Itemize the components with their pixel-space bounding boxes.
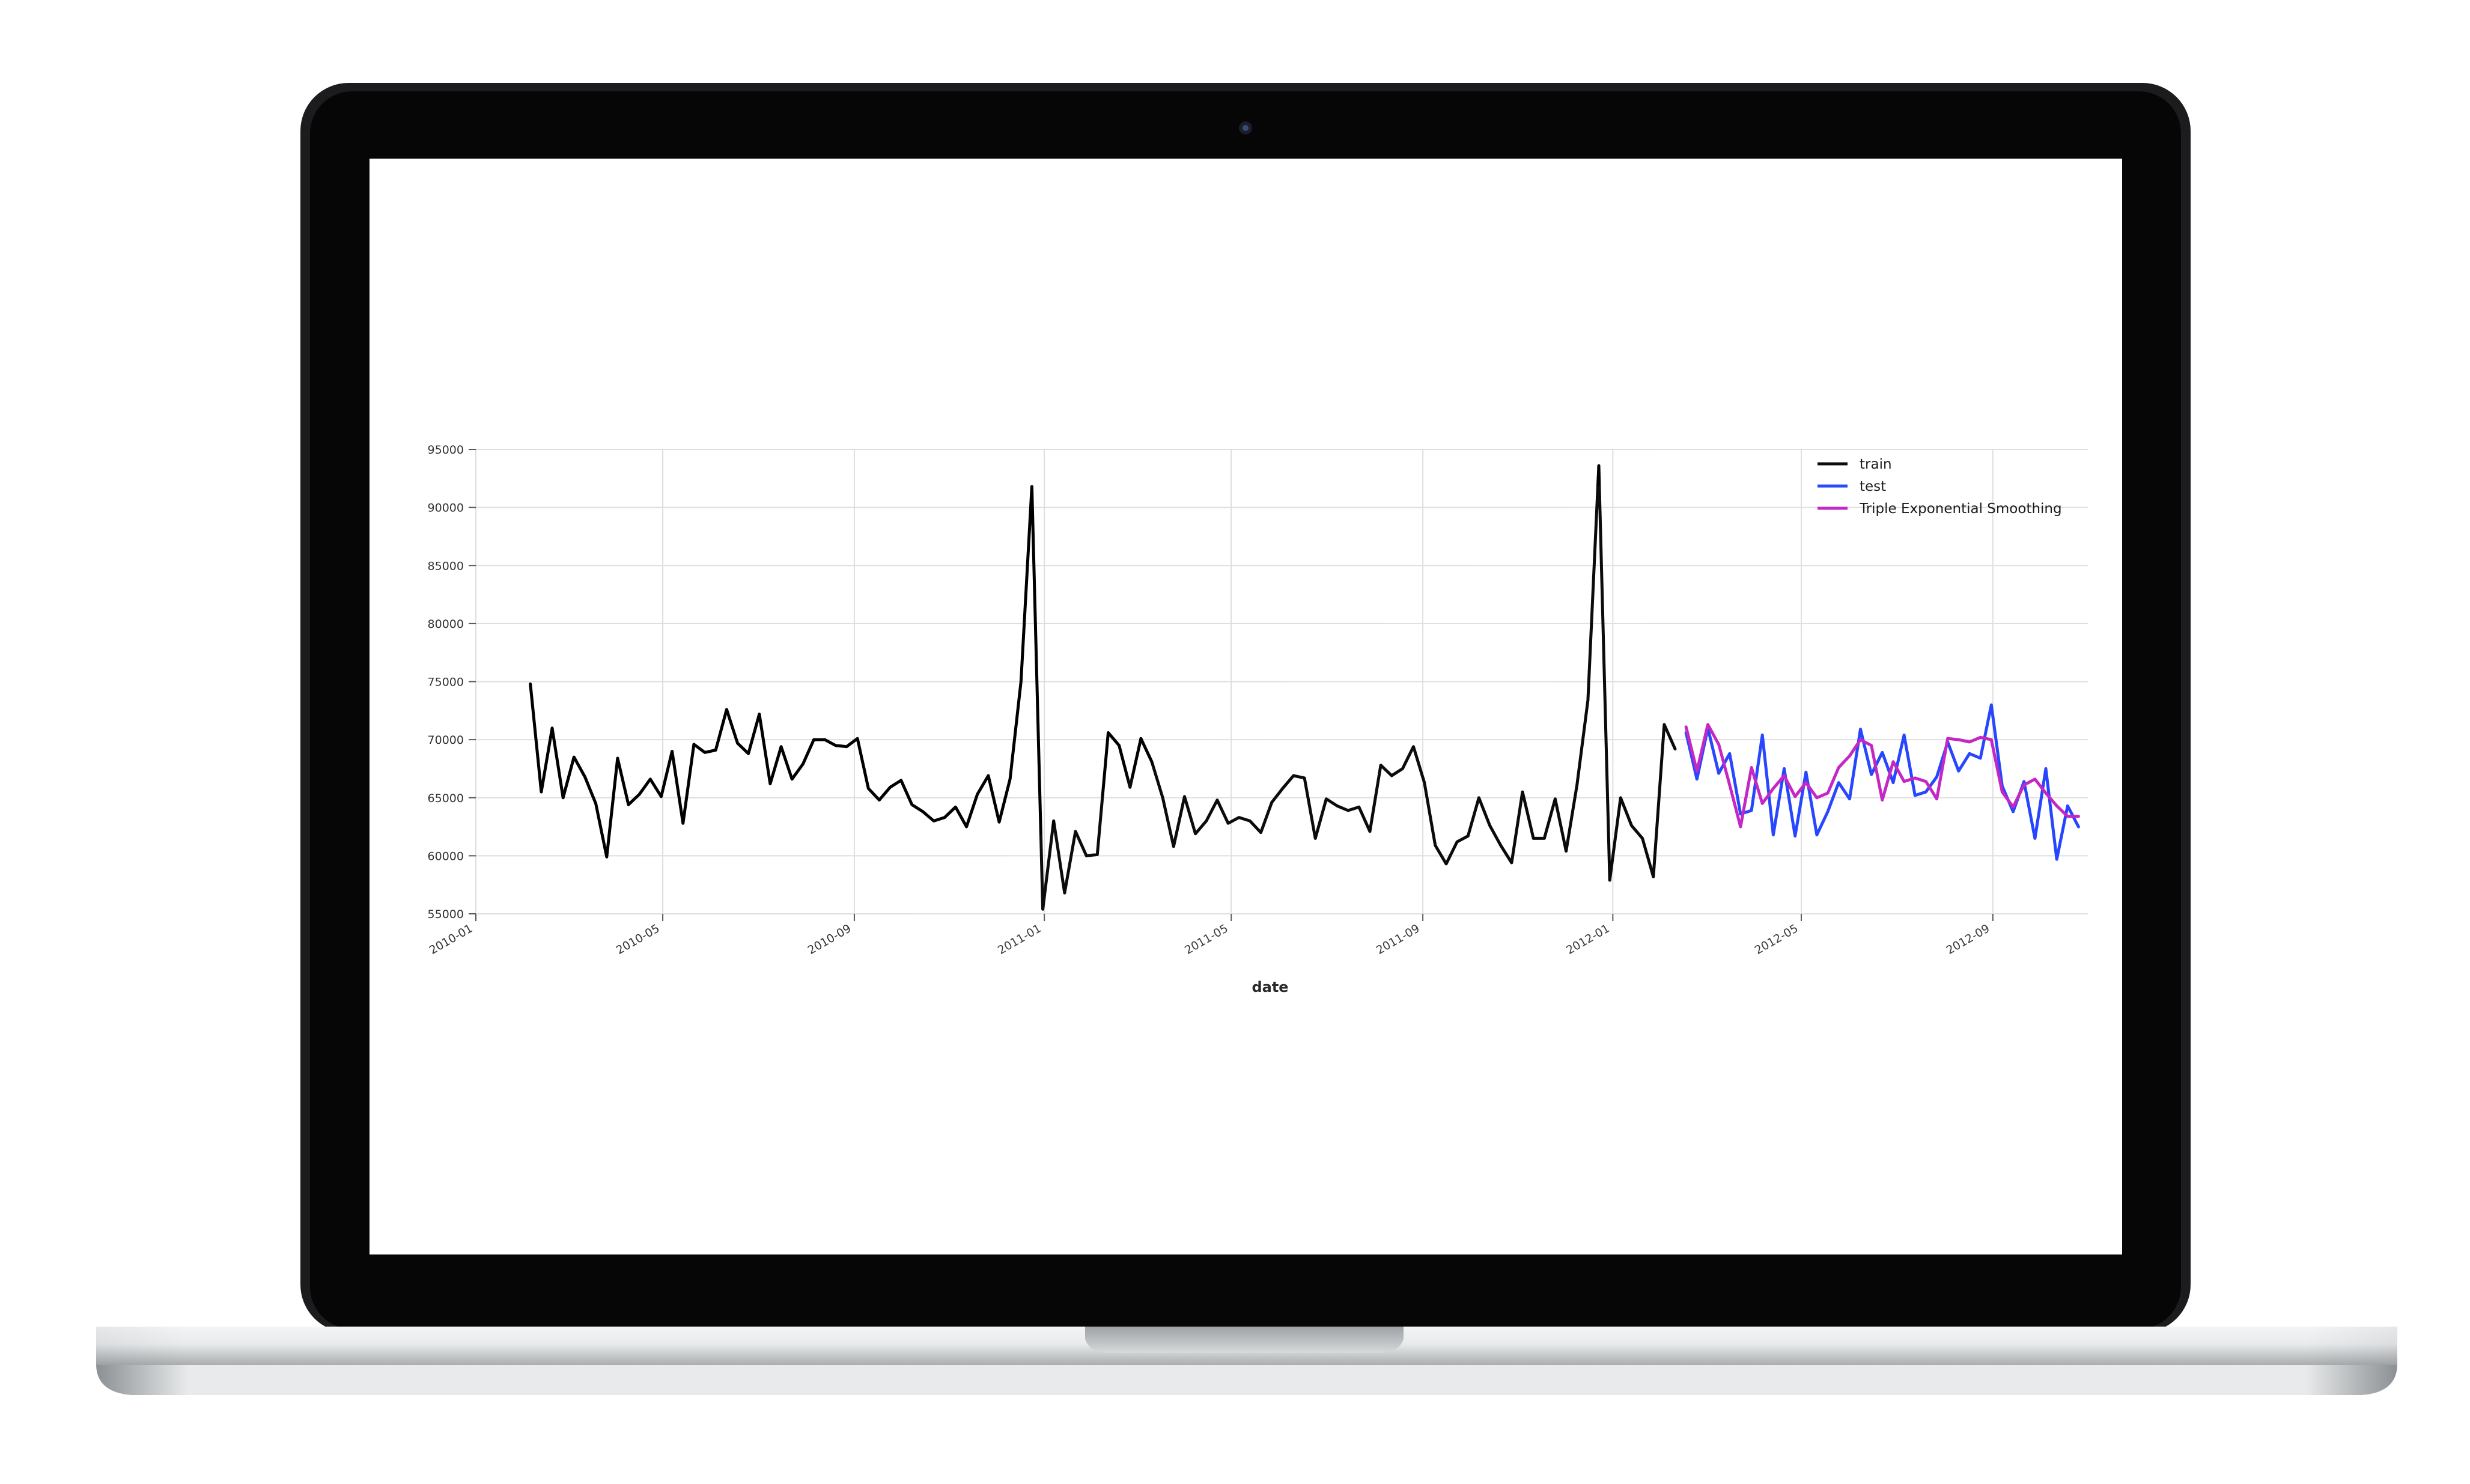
screen: 55000 60000 65000 70000 75000 80000 85000 90000… (370, 159, 2122, 1254)
legend-label: Triple Exponential Smoothing (1859, 501, 2062, 517)
y-tick-label: 85000 (428, 559, 464, 573)
x-axis-label: date (1252, 979, 1288, 996)
y-tick-label: 95000 (428, 443, 464, 457)
y-tick-label: 65000 (428, 792, 464, 805)
y-tick-label: 80000 (428, 618, 464, 631)
y-tick-label: 90000 (428, 502, 464, 515)
screen-background (370, 159, 2122, 1254)
camera-icon (1239, 121, 1252, 135)
legend-label: test (1860, 479, 1886, 494)
legend-label: train (1860, 457, 1892, 472)
y-tick-label: 55000 (428, 908, 464, 921)
laptop-notch (1085, 1327, 1404, 1353)
y-tick-label: 60000 (428, 850, 464, 863)
y-tick-label: 75000 (428, 676, 464, 689)
y-tick-label: 70000 (428, 734, 464, 747)
